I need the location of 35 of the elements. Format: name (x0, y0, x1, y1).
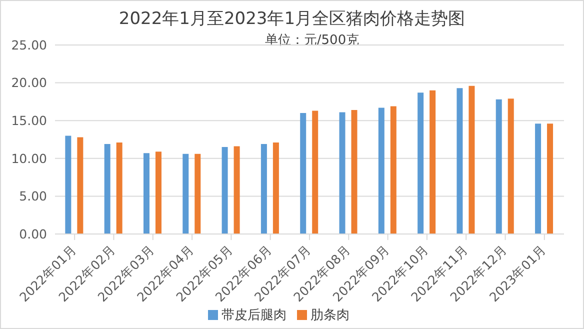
bar (222, 147, 228, 234)
bar (430, 90, 436, 234)
bar (378, 108, 384, 234)
y-tick-label: 25.00 (11, 37, 48, 52)
y-tick-label: 10.00 (11, 150, 48, 166)
bar (116, 142, 122, 234)
y-tick-label: 15.00 (11, 113, 48, 128)
legend-label: 带皮后腿肉 (222, 308, 286, 323)
bar (272, 142, 279, 234)
bar (234, 146, 240, 234)
bar (339, 112, 346, 234)
bar (77, 137, 84, 234)
bar (535, 124, 542, 234)
bar (104, 144, 110, 234)
bar (508, 98, 514, 234)
bar (547, 124, 554, 234)
y-tick-label: 20.00 (11, 75, 48, 90)
bar (155, 152, 162, 234)
bar (390, 106, 396, 234)
bar (351, 110, 358, 234)
bar (300, 113, 306, 234)
bar (418, 92, 424, 234)
bar (194, 154, 201, 234)
y-tick-label: 0.00 (19, 226, 48, 242)
legend-label: 肋条肉 (310, 308, 350, 323)
chart-title: 2022年1月至2023年1月全区猪肉价格走势图 (118, 8, 466, 30)
bar (496, 99, 502, 234)
bar (468, 86, 475, 234)
bar (143, 153, 150, 234)
bar (456, 88, 463, 234)
y-tick-label: 5.00 (19, 188, 48, 204)
bar (260, 144, 267, 234)
bar (182, 154, 189, 234)
bar (65, 136, 72, 234)
bar (312, 110, 318, 234)
